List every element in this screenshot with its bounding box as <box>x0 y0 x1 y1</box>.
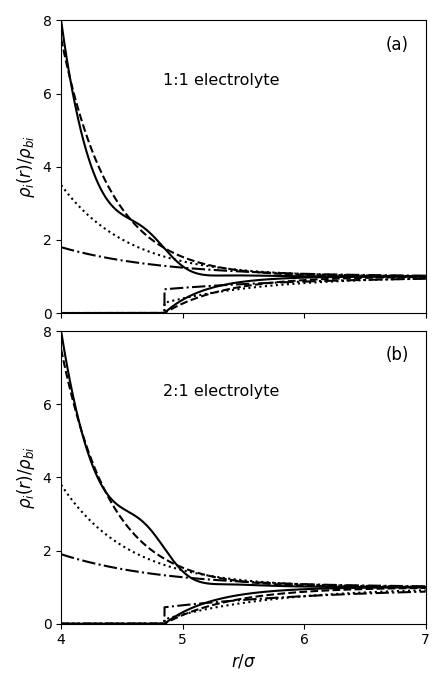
Text: (a): (a) <box>385 36 409 54</box>
Y-axis label: $\rho_i(r)/\rho_{bi}$: $\rho_i(r)/\rho_{bi}$ <box>15 135 37 198</box>
X-axis label: $r/\sigma$: $r/\sigma$ <box>231 653 256 671</box>
Text: (b): (b) <box>385 346 409 364</box>
Text: 2:1 electrolyte: 2:1 electrolyte <box>163 383 279 399</box>
Text: 1:1 electrolyte: 1:1 electrolyte <box>163 73 280 88</box>
Y-axis label: $\rho_i(r)/\rho_{bi}$: $\rho_i(r)/\rho_{bi}$ <box>15 446 37 509</box>
